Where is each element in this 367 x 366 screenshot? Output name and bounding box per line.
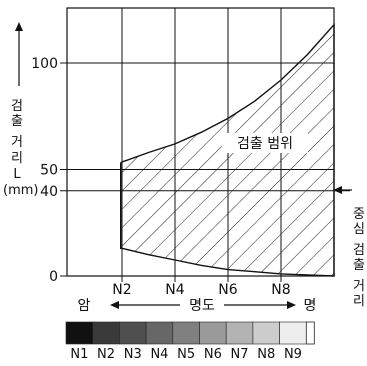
- gray-label-n9: N9: [284, 347, 302, 362]
- brightness-axis-title: 명도: [189, 298, 215, 314]
- gray-label-n6: N6: [204, 347, 222, 362]
- brightness-arrow-left-head: [110, 301, 119, 309]
- y-axis-label-char-4: 리: [11, 151, 23, 166]
- gray-swatch-n1: [65, 321, 94, 345]
- gray-label-n2: N2: [97, 347, 115, 362]
- center-distance-char-4: 출: [353, 258, 365, 273]
- y-tick-label-100: 100: [31, 56, 58, 72]
- gray-swatch-n9: [279, 321, 307, 345]
- gray-swatch-end-cap: [305, 321, 315, 345]
- gray-swatch-n2: [92, 321, 120, 345]
- gray-swatch-n5: [172, 321, 200, 345]
- y-tick-labels: 0 40 50 100: [31, 56, 58, 285]
- y-tick-label-40: 40: [40, 184, 58, 200]
- x-tick-label-n2: N2: [112, 282, 131, 298]
- gray-swatch-n8: [252, 321, 280, 345]
- gray-swatch-n7: [225, 321, 254, 345]
- x-tick-label-n4: N4: [165, 282, 184, 298]
- y-axis-label-char-3: 거: [11, 135, 23, 150]
- center-distance-char-3: 검: [353, 243, 365, 258]
- y-axis-arrow-head: [15, 22, 23, 31]
- gray-swatch-n4: [145, 321, 174, 345]
- gray-swatch-n6: [199, 321, 227, 345]
- y-axis-label-char-1: 검: [11, 99, 23, 114]
- center-distance-char-2: 심: [353, 222, 365, 237]
- y-axis-label-char-2: 출: [11, 114, 23, 129]
- y-axis-label-char-6: (mm): [3, 183, 38, 198]
- brightness-arrow-right-head: [287, 301, 296, 309]
- region-label: 검출 범위: [237, 136, 293, 152]
- center-distance-char-5: 거: [353, 279, 365, 294]
- gray-scale-strip: [65, 321, 315, 345]
- center-distance-char-6: 리: [353, 294, 365, 309]
- y-tick-label-50: 50: [40, 163, 58, 179]
- gray-label-n8: N8: [257, 347, 275, 362]
- y-tick-label-0: 0: [49, 269, 58, 285]
- x-tick-label-n8: N8: [271, 282, 290, 298]
- bright-label: 명: [304, 298, 317, 314]
- y-axis-label-char-5: L: [13, 167, 21, 182]
- center-distance-arrow-head: [333, 186, 342, 194]
- dark-label: 암: [78, 298, 91, 314]
- gray-label-n7: N7: [231, 347, 249, 362]
- center-distance-char-1: 중: [353, 207, 365, 222]
- x-tick-labels: N2 N4 N6 N8: [112, 282, 290, 298]
- gray-label-n1: N1: [70, 347, 88, 362]
- gray-label-n5: N5: [177, 347, 195, 362]
- gray-scale-labels: N1 N2 N3 N4 N5 N6 N7 N8 N9: [70, 347, 302, 362]
- gray-label-n4: N4: [150, 347, 168, 362]
- gray-label-n3: N3: [124, 347, 142, 362]
- gray-swatch-n3: [119, 321, 147, 345]
- region-label-background: [222, 133, 308, 153]
- x-tick-label-n6: N6: [218, 282, 237, 298]
